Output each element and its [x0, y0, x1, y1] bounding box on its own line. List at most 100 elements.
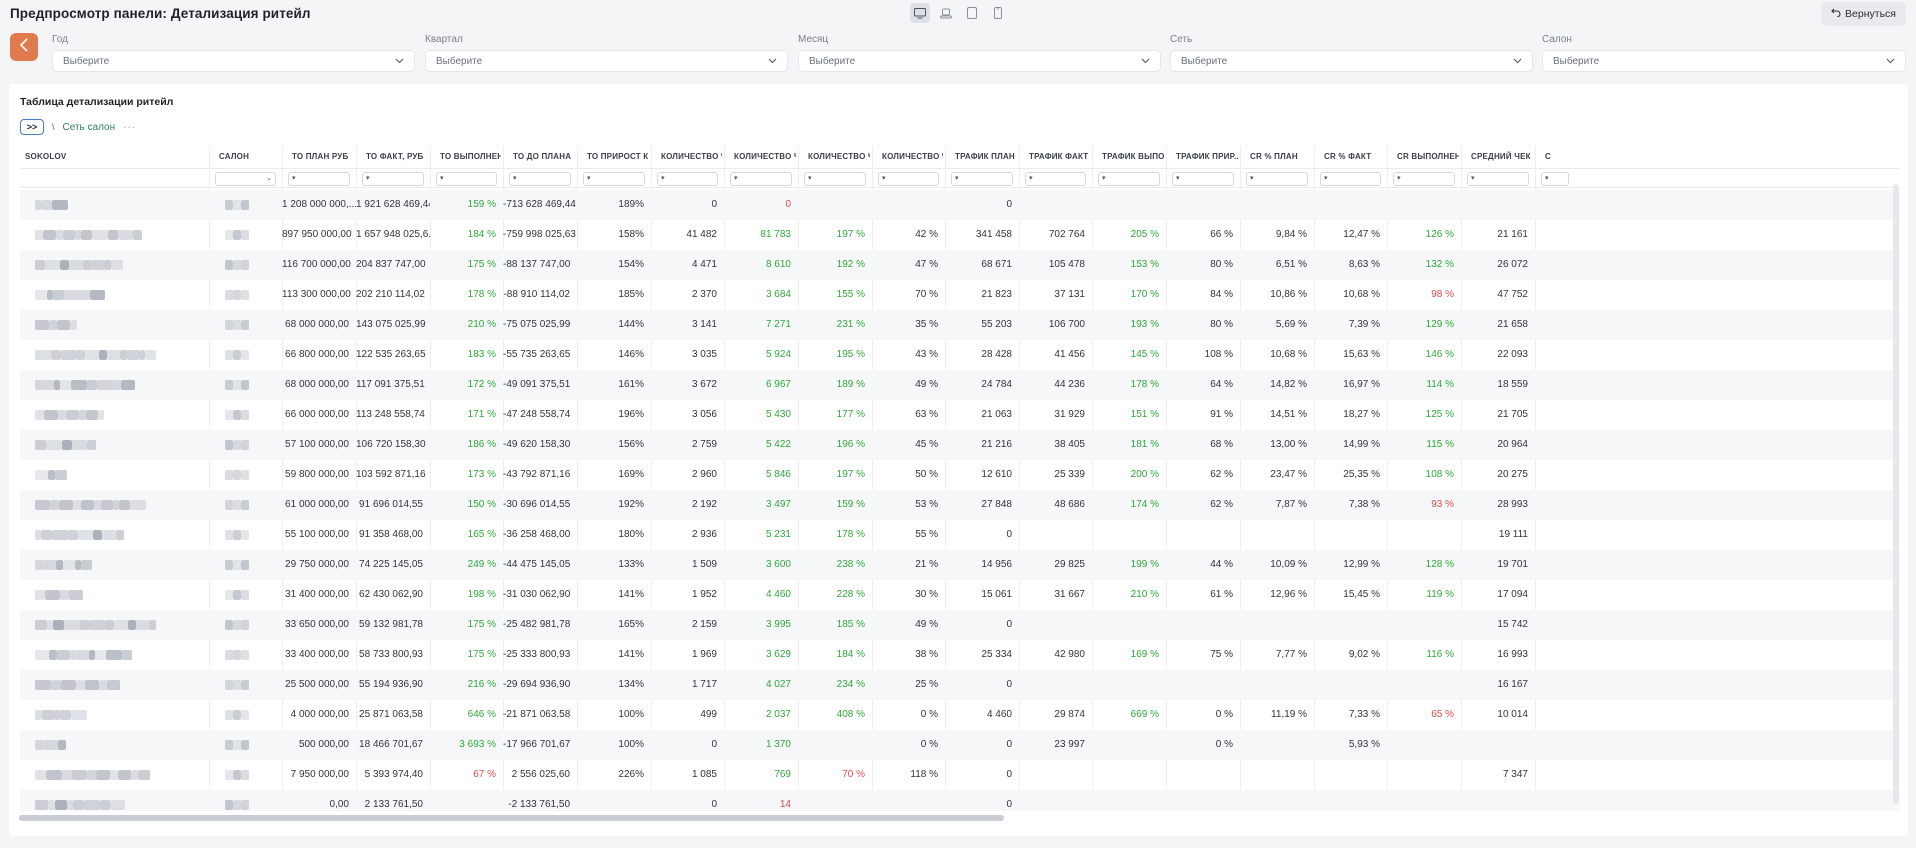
year-select[interactable]: Выберите — [52, 50, 415, 72]
table-cell: 5 422 — [765, 439, 791, 450]
desktop-view-icon[interactable] — [910, 3, 930, 23]
column-filter-input[interactable]: ▾ — [436, 172, 497, 186]
column-header[interactable]: ТО ПЛАН РУБ — [292, 152, 349, 161]
table-row[interactable]: 25 500 000,00 55 194 936,90 216 % -29 694 9… — [20, 670, 1900, 700]
table-cell: 65 % — [1431, 709, 1454, 720]
table-row[interactable]: 61 000 000,00 91 696 014,55 150 % -30 696 0… — [20, 490, 1900, 520]
column-header[interactable]: ТО ВЫПОЛНЕН... — [440, 152, 501, 161]
table-row[interactable]: 66 000 000,00 113 248 558,74 171 % -47 248 … — [20, 400, 1900, 430]
table-row[interactable]: 33 650 000,00 59 132 981,78 175 % -25 482 9… — [20, 610, 1900, 640]
table-cell: 5 430 — [765, 409, 791, 420]
column-header[interactable]: КОЛИЧЕСТВО Ч... — [808, 152, 870, 161]
laptop-view-icon[interactable] — [936, 3, 956, 23]
column-filter-input[interactable]: ▾ — [509, 172, 571, 186]
table-cell: 0 — [711, 799, 717, 810]
column-filter-input[interactable]: ▾ — [1541, 172, 1569, 186]
column-filter-input[interactable]: ▾ — [1246, 172, 1308, 186]
table-row[interactable]: 31 400 000,00 62 430 062,90 198 % -31 030 0… — [20, 580, 1900, 610]
tablet-view-icon[interactable] — [962, 3, 982, 23]
column-header[interactable]: ТРАФИК ВЫПО... — [1102, 152, 1164, 161]
table-cell: 16 993 — [1497, 649, 1528, 660]
table-row[interactable]: 116 700 000,00 204 837 747,00 175 % -88 137… — [20, 250, 1900, 280]
filter-year: Год Выберите — [52, 34, 415, 72]
column-header[interactable]: ТРАФИК ФАКТ — [1029, 152, 1089, 161]
quarter-select[interactable]: Выберите — [425, 50, 788, 72]
table-row[interactable]: 897 950 000,00 1 657 948 025,6... 184 % -75… — [20, 220, 1900, 250]
column-filter-input[interactable]: ▾ — [804, 172, 866, 186]
column-filter-input[interactable]: ▾ — [1098, 172, 1160, 186]
table-row[interactable]: 1 208 000 000,... 1 921 628 469,44 159 % -7… — [20, 190, 1900, 220]
column-header[interactable]: КОЛИЧЕСТВО Ч... — [661, 152, 722, 161]
horizontal-scrollbar[interactable] — [19, 815, 1004, 821]
vertical-scrollbar[interactable] — [1893, 184, 1899, 804]
column-header[interactable]: SOKOLOV — [25, 152, 67, 161]
column-filter-input[interactable]: ▾ — [1172, 172, 1234, 186]
table-cell: 192% — [618, 499, 644, 510]
table-row[interactable]: 68 000 000,00 143 075 025,99 210 % -75 075 … — [20, 310, 1900, 340]
column-divider — [651, 146, 652, 811]
table-row[interactable]: 0,00 2 133 761,50 -2 133 761,50 0 14 0 — [20, 790, 1900, 811]
table-row[interactable]: 7 950 000,00 5 393 974,40 67 % 2 556 025,60… — [20, 760, 1900, 790]
salon-select[interactable]: Выберите — [1542, 50, 1906, 72]
table-row[interactable]: 59 800 000,00 103 592 871,16 173 % -43 792 … — [20, 460, 1900, 490]
table-row[interactable]: 33 400 000,00 58 733 800,93 175 % -25 333 8… — [20, 640, 1900, 670]
table-cell: 1 969 — [691, 649, 717, 660]
salon-filter-select[interactable]: ⌄ — [215, 172, 276, 186]
network-select[interactable]: Выберите — [1170, 50, 1533, 72]
more-options-icon[interactable]: ··· — [123, 121, 137, 133]
table-cell — [1461, 190, 1535, 220]
column-filter-input[interactable]: ▾ — [288, 172, 350, 186]
column-header[interactable]: КОЛИЧЕСТВО Ч... — [734, 152, 796, 161]
column-header[interactable]: CR % ФАКТ — [1324, 152, 1372, 161]
breadcrumb-level[interactable]: Сеть салон — [62, 121, 116, 133]
filter-label: Месяц — [798, 34, 829, 45]
mobile-view-icon[interactable] — [988, 3, 1008, 23]
column-header[interactable]: СРЕДНИЙ ЧЕК ... — [1471, 152, 1533, 161]
collapse-panel-button[interactable] — [10, 33, 38, 61]
return-button[interactable]: Вернуться — [1821, 2, 1906, 26]
column-header[interactable]: ТРАФИК ПРИР... — [1176, 152, 1238, 161]
device-switcher — [910, 3, 1008, 23]
column-header[interactable]: CR % ПЛАН — [1250, 152, 1298, 161]
table-row[interactable]: 55 100 000,00 91 358 468,00 165 % -36 258 4… — [20, 520, 1900, 550]
table-cell: 175 % — [467, 649, 496, 660]
column-header[interactable]: ТО ПРИРОСТ К ... — [587, 152, 649, 161]
column-filter-input[interactable]: ▾ — [951, 172, 1013, 186]
column-filter-input[interactable]: ▾ — [1467, 172, 1529, 186]
column-filter-input[interactable]: ▾ — [1025, 172, 1086, 186]
column-filter-input[interactable]: ▾ — [583, 172, 645, 186]
expand-all-button[interactable]: >> — [20, 119, 44, 135]
column-header[interactable]: КОЛИЧЕСТВО Ч... — [882, 152, 943, 161]
table-cell: 0,00 — [329, 799, 349, 810]
column-header[interactable]: ТРАФИК ПЛАН — [955, 152, 1015, 161]
table-row[interactable]: 68 000 000,00 117 091 375,51 172 % -49 091 … — [20, 370, 1900, 400]
table-row[interactable]: 29 750 000,00 74 225 145,05 249 % -44 475 1… — [20, 550, 1900, 580]
table-cell: 29 825 — [1054, 559, 1085, 570]
table-cell: 25 334 — [981, 649, 1012, 660]
column-header[interactable]: CR ВЫПОЛНЕН... — [1397, 152, 1459, 161]
column-header[interactable]: ТО ДО ПЛАНА — [513, 152, 572, 161]
table-cell: 5,69 % — [1275, 319, 1307, 330]
column-header[interactable]: ТО ФАКТ, РУБ — [366, 152, 424, 161]
table-cell: 178 % — [1130, 379, 1159, 390]
column-header[interactable]: С — [1545, 152, 1551, 161]
column-filter-input[interactable]: ▾ — [362, 172, 424, 186]
table-row[interactable]: 57 100 000,00 106 720 158,30 186 % -49 620 … — [20, 430, 1900, 460]
table-cell: 196% — [618, 409, 644, 420]
table-cell: 20 275 — [1497, 469, 1528, 480]
table-cell: 7 271 — [765, 319, 791, 330]
column-filter-input[interactable]: ▾ — [1320, 172, 1381, 186]
table-row[interactable]: 113 300 000,00 202 210 114,02 178 % -88 910… — [20, 280, 1900, 310]
month-select[interactable]: Выберите — [798, 50, 1161, 72]
column-header[interactable]: САЛОН — [219, 152, 250, 161]
column-filter-input[interactable]: ▾ — [657, 172, 718, 186]
table-cell: 146% — [618, 349, 644, 360]
table-row[interactable]: 66 800 000,00 122 535 263,65 183 % -55 735 … — [20, 340, 1900, 370]
column-filter-input[interactable]: ▾ — [1393, 172, 1455, 186]
chevron-down-icon: ⌄ — [266, 175, 272, 182]
table-row[interactable]: 500 000,00 18 466 701,67 3 693 % -17 966 70… — [20, 730, 1900, 760]
table-title: Таблица детализации ритейл — [20, 96, 174, 108]
column-filter-input[interactable]: ▾ — [730, 172, 792, 186]
table-row[interactable]: 4 000 000,00 25 871 063,58 646 % -21 871 06… — [20, 700, 1900, 730]
column-filter-input[interactable]: ▾ — [878, 172, 939, 186]
